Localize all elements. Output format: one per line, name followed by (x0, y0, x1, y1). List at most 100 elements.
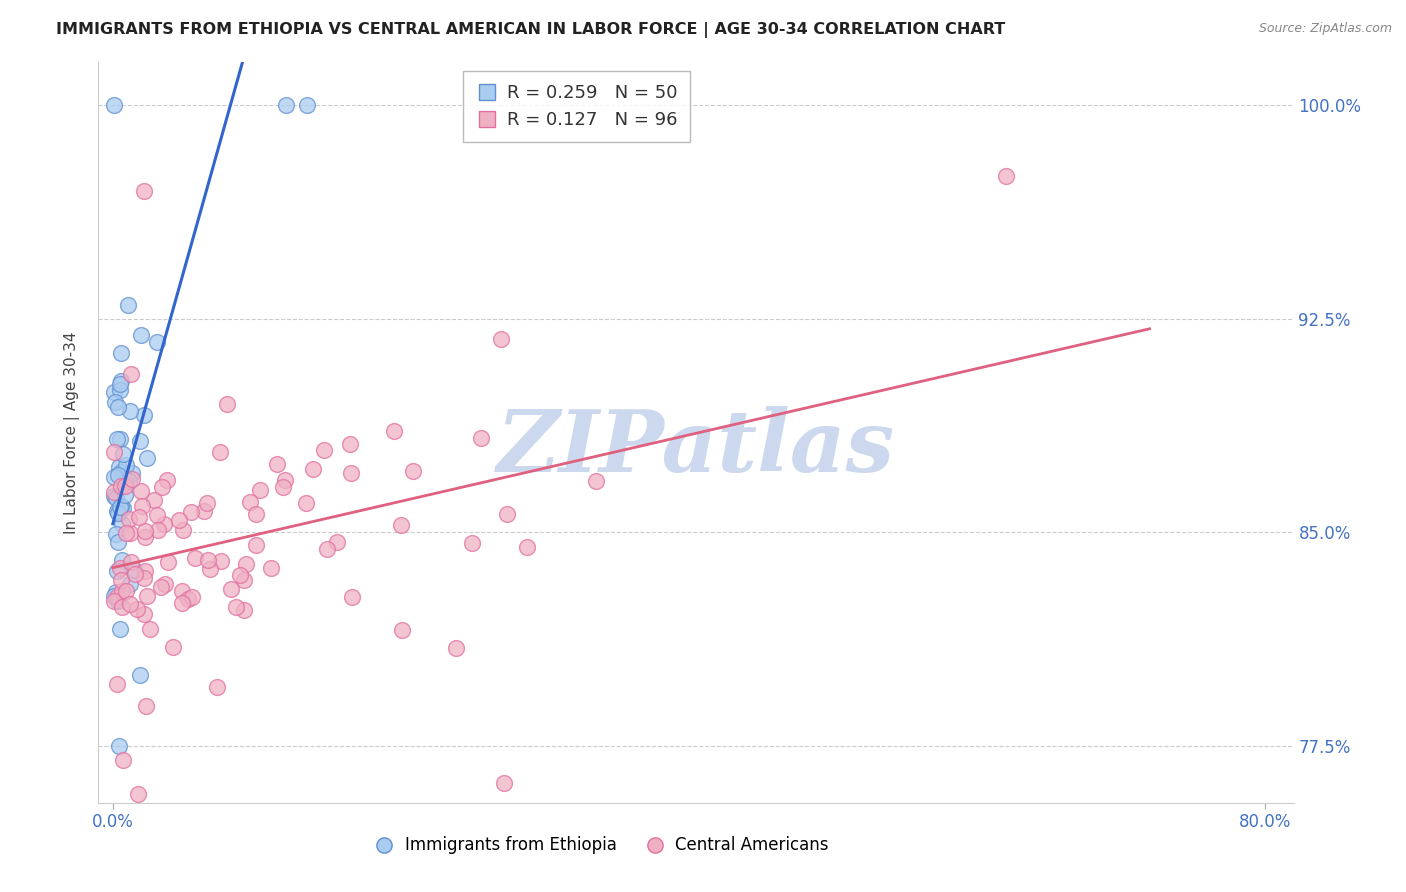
Point (245, 507, 267, 521)
Point (470, 431, 492, 445)
Point (444, 640, 467, 655)
Point (135, 699, 157, 714)
Point (114, 479, 136, 493)
Point (167, 513, 190, 527)
Point (110, 574, 132, 588)
Point (121, 467, 143, 481)
Point (105, 591, 128, 605)
Point (107, 400, 129, 414)
Point (129, 667, 152, 681)
Point (121, 472, 143, 486)
Point (105, 677, 128, 691)
Point (146, 524, 169, 538)
Point (111, 553, 134, 567)
Point (134, 524, 156, 538)
Point (245, 538, 267, 552)
Point (391, 624, 413, 638)
Point (104, 394, 127, 409)
Point (118, 597, 141, 611)
Point (339, 436, 361, 450)
Point (142, 493, 165, 508)
Point (110, 599, 132, 614)
Point (103, 589, 125, 603)
Text: Source: ZipAtlas.com: Source: ZipAtlas.com (1258, 22, 1392, 36)
Point (129, 483, 152, 498)
Point (127, 787, 149, 801)
Point (122, 563, 145, 577)
Point (108, 739, 131, 753)
Point (492, 776, 515, 790)
Point (495, 507, 517, 521)
Point (117, 298, 139, 312)
Point (114, 458, 136, 472)
Point (103, 98, 125, 112)
Point (172, 583, 194, 598)
Point (118, 404, 141, 418)
Point (184, 551, 207, 566)
Point (128, 509, 150, 524)
Point (110, 374, 132, 388)
Point (149, 580, 172, 594)
Point (172, 596, 194, 610)
Point (131, 499, 153, 513)
Point (118, 512, 141, 526)
Point (108, 500, 131, 515)
Point (132, 607, 155, 621)
Point (108, 622, 131, 636)
Point (208, 445, 231, 459)
Point (274, 473, 297, 487)
Point (994, 169, 1017, 184)
Point (108, 383, 131, 397)
Point (105, 491, 128, 505)
Point (239, 495, 262, 509)
Point (229, 568, 252, 582)
Point (302, 462, 325, 476)
Point (108, 376, 131, 391)
Legend: Immigrants from Ethiopia, Central Americans: Immigrants from Ethiopia, Central Americ… (366, 830, 835, 861)
Point (110, 432, 132, 446)
Point (132, 184, 155, 198)
Point (156, 555, 179, 569)
Point (134, 564, 156, 578)
Point (111, 584, 134, 599)
Point (114, 488, 136, 502)
Point (134, 531, 156, 545)
Point (118, 525, 141, 540)
Y-axis label: In Labor Force | Age 30-34: In Labor Force | Age 30-34 (63, 331, 80, 534)
Point (155, 473, 177, 487)
Point (326, 534, 349, 549)
Point (312, 442, 335, 457)
Point (111, 447, 134, 461)
Point (266, 458, 288, 472)
Point (402, 464, 425, 478)
Point (110, 499, 132, 513)
Point (103, 594, 125, 608)
Point (115, 474, 138, 488)
Point (180, 505, 202, 519)
Point (225, 599, 247, 614)
Point (198, 562, 221, 576)
Point (153, 577, 176, 591)
Point (110, 479, 132, 493)
Point (105, 432, 128, 446)
Point (150, 480, 173, 494)
Point (382, 425, 405, 439)
Point (118, 475, 141, 489)
Point (146, 508, 169, 522)
Point (112, 500, 135, 515)
Point (197, 553, 219, 567)
Point (249, 483, 271, 497)
Point (132, 409, 155, 423)
Point (103, 384, 125, 399)
Point (460, 536, 482, 550)
Point (217, 397, 239, 411)
Point (195, 495, 218, 509)
Point (295, 496, 318, 510)
Point (271, 480, 294, 494)
Point (108, 460, 131, 475)
Point (233, 573, 256, 587)
Point (107, 535, 129, 549)
Point (104, 585, 127, 599)
Point (120, 577, 142, 591)
Point (112, 753, 135, 767)
